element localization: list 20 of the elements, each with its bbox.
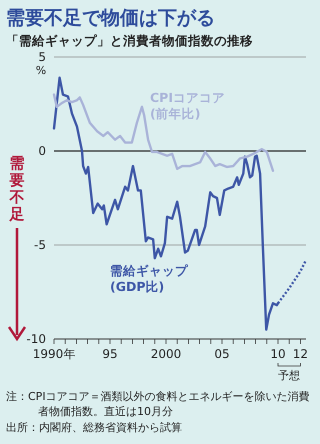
line-series [52, 93, 274, 172]
chart-subtitle: 「需給ギャップ」と消費者物価指数の推移 [6, 33, 253, 48]
series-label: 需給ギャップ (GDP比) [110, 263, 189, 294]
y-axis-title: % [36, 64, 46, 77]
y-tick-label: -10 [26, 332, 46, 346]
y-tick-label: 5 [38, 50, 46, 64]
x-tick-label: 2000 [150, 347, 182, 361]
text: 注：CPIコアコア＝酒類以外の食料とエネルギーを除いた消費者物価指数。直近は10月分 [6, 390, 310, 418]
x-tick-label: 12 [292, 347, 308, 361]
text: 出所：内閣府、総務省資料から試算 [6, 421, 182, 434]
chart-title: 需要不足で物価は下がる [6, 7, 215, 29]
x-tick-label: 1990年 [32, 347, 76, 361]
text: 需要不足 [8, 154, 24, 223]
x-tick-label: 95 [102, 347, 118, 361]
x-tick-label: 05 [214, 347, 230, 361]
series-label: CPIコアコア (前年比) [150, 90, 225, 121]
y-tick-label: 0 [38, 144, 46, 158]
x-tick-label: 10 [270, 347, 286, 361]
text: 予想 [278, 369, 300, 382]
y-tick-label: -5 [34, 238, 46, 252]
